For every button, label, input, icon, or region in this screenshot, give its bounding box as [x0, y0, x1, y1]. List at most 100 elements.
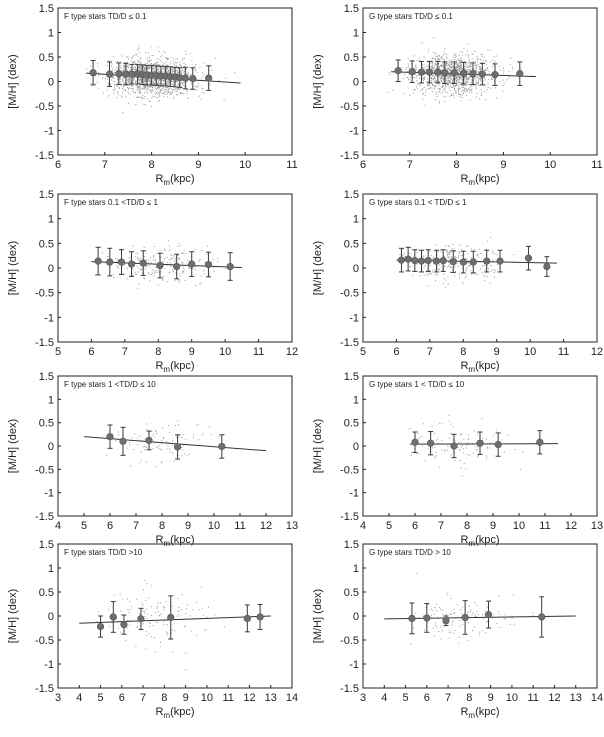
x-tick-label: 8	[161, 692, 167, 704]
scatter-point	[182, 253, 183, 254]
scatter-point	[454, 59, 455, 60]
scatter-point	[98, 75, 99, 76]
scatter-point	[472, 630, 473, 631]
scatter-point	[443, 97, 444, 98]
scatter-point	[425, 92, 426, 93]
scatter-point	[458, 64, 459, 65]
scatter-point	[446, 614, 447, 615]
scatter-point	[178, 246, 179, 247]
data-point	[497, 258, 504, 265]
scatter-point	[204, 630, 205, 631]
y-tick-label: -1.5	[340, 511, 359, 523]
scatter-point	[113, 93, 114, 94]
scatter-point	[459, 626, 460, 627]
scatter-point	[151, 262, 152, 263]
scatter-point	[448, 78, 449, 79]
scatter-point	[448, 80, 449, 81]
scatter-point	[155, 652, 156, 653]
x-tick-label: 8	[460, 346, 466, 358]
y-tick-label: -0.5	[35, 288, 54, 300]
scatter-point	[474, 249, 475, 250]
scatter-point	[468, 81, 469, 82]
scatter-point	[449, 258, 450, 259]
scatter-point	[182, 93, 183, 94]
scatter-point	[439, 269, 440, 270]
scatter-point	[174, 623, 175, 624]
scatter-point	[436, 627, 437, 628]
scatter-point	[462, 90, 463, 91]
scatter-point	[137, 288, 138, 289]
scatter-point	[129, 625, 130, 626]
scatter-point	[436, 611, 437, 612]
scatter-point	[157, 93, 158, 94]
scatter-point	[429, 273, 430, 274]
x-tick-label: 9	[488, 692, 494, 704]
scatter-point	[491, 50, 492, 51]
scatter-point	[459, 68, 460, 69]
scatter-point	[455, 441, 456, 442]
scatter-point	[408, 428, 409, 429]
scatter-point	[458, 255, 459, 256]
scatter-point	[91, 83, 92, 84]
scatter-point	[446, 54, 447, 55]
scatter-point	[454, 267, 455, 268]
scatter-point	[467, 613, 468, 614]
scatter-point	[474, 431, 475, 432]
data-point	[97, 623, 104, 630]
scatter-point	[163, 276, 164, 277]
scatter-point	[480, 59, 481, 60]
scatter-cloud	[97, 580, 225, 670]
scatter-point	[450, 61, 451, 62]
scatter-point	[179, 243, 180, 244]
y-tick-label: 0.5	[39, 238, 54, 250]
x-tick-label: 8	[159, 520, 165, 532]
scatter-point	[167, 281, 168, 282]
scatter-point	[479, 634, 480, 635]
scatter-point	[441, 75, 442, 76]
scatter-point	[441, 70, 442, 71]
scatter-point	[109, 626, 110, 627]
data-point	[427, 440, 434, 447]
scatter-point	[184, 454, 185, 455]
scatter-point	[439, 607, 440, 608]
scatter-point	[155, 466, 156, 467]
scatter-point	[443, 77, 444, 78]
scatter-point	[454, 89, 455, 90]
scatter-point	[198, 424, 199, 425]
scatter-point	[154, 84, 155, 85]
scatter-point	[112, 77, 113, 78]
scatter-point	[159, 96, 160, 97]
scatter-point	[450, 62, 451, 63]
scatter-point	[114, 81, 115, 82]
scatter-point	[422, 88, 423, 89]
scatter-point	[428, 448, 429, 449]
data-point	[492, 71, 499, 78]
scatter-point	[415, 65, 416, 66]
scatter-point	[456, 56, 457, 57]
scatter-point	[181, 455, 182, 456]
scatter-point	[193, 437, 194, 438]
scatter-point	[455, 93, 456, 94]
scatter-point	[442, 91, 443, 92]
scatter-point	[494, 272, 495, 273]
scatter-point	[468, 245, 469, 246]
scatter-point	[174, 256, 175, 257]
scatter-point	[468, 84, 469, 85]
scatter-point	[449, 264, 450, 265]
scatter-point	[174, 97, 175, 98]
scatter-point	[179, 614, 180, 615]
scatter-point	[505, 618, 506, 619]
scatter-point	[466, 79, 467, 80]
scatter-point	[443, 283, 444, 284]
data-point	[460, 259, 467, 266]
scatter-point	[444, 265, 445, 266]
scatter-point	[480, 268, 481, 269]
scatter-point	[120, 632, 121, 633]
scatter-point	[217, 258, 218, 259]
scatter-point	[436, 67, 437, 68]
scatter-point	[476, 88, 477, 89]
scatter-point	[176, 65, 177, 66]
scatter-point	[471, 64, 472, 65]
scatter-point	[484, 78, 485, 79]
scatter-point	[442, 613, 443, 614]
